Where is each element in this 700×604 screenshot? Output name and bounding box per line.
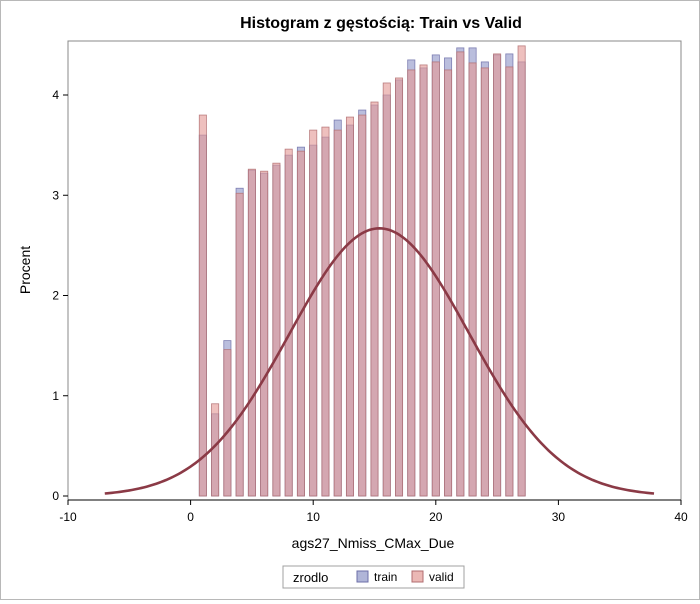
x-tick-label: 30 xyxy=(552,510,566,524)
density-curve xyxy=(104,227,655,495)
legend-label-train: train xyxy=(374,570,397,584)
bar-valid-18 xyxy=(407,69,416,497)
bar-valid-20 xyxy=(431,61,440,497)
y-tick-label: 2 xyxy=(52,289,59,303)
bar-valid-7 xyxy=(272,162,281,497)
x-tick-label: 20 xyxy=(429,510,443,524)
bar-valid-1 xyxy=(198,114,207,497)
bar-valid-11 xyxy=(321,126,330,497)
bar-valid-5 xyxy=(247,168,256,497)
legend-swatch-train xyxy=(356,570,369,583)
x-tick-label: 10 xyxy=(307,510,321,524)
bar-valid-8 xyxy=(284,148,293,497)
legend-label-valid: valid xyxy=(429,570,454,584)
y-tick-label: 3 xyxy=(52,188,59,202)
legend-swatch-valid xyxy=(411,570,424,583)
y-tick-label: 0 xyxy=(52,489,59,503)
x-axis-label: ags27_Nmiss_CMax_Due xyxy=(292,535,455,551)
bar-valid-25 xyxy=(493,53,502,497)
bar-valid-19 xyxy=(419,64,428,497)
bar-valid-14 xyxy=(358,114,367,497)
x-tick-label: -10 xyxy=(59,510,77,524)
y-tick-label: 1 xyxy=(52,389,59,403)
bar-valid-27 xyxy=(517,45,526,497)
y-axis-label: Procent xyxy=(17,246,33,294)
legend-title: zrodlo xyxy=(293,570,328,585)
chart-title: Histogram z gęstością: Train vs Valid xyxy=(240,15,522,32)
bar-valid-24 xyxy=(480,67,489,497)
bar-valid-22 xyxy=(456,51,465,497)
bar-valid-4 xyxy=(235,192,244,497)
y-tick-label: 4 xyxy=(52,88,59,102)
bar-valid-13 xyxy=(345,116,354,497)
bar-valid-12 xyxy=(333,129,342,497)
bar-valid-10 xyxy=(309,129,318,497)
bar-valid-17 xyxy=(395,77,404,497)
bar-valid-21 xyxy=(444,69,453,497)
bar-valid-6 xyxy=(260,170,269,497)
bar-valid-26 xyxy=(505,66,514,497)
legend: zrodlo train valid xyxy=(282,565,465,589)
bar-valid-15 xyxy=(370,101,379,497)
bar-valid-9 xyxy=(296,150,305,497)
bar-valid-23 xyxy=(468,62,477,497)
x-tick-label: 0 xyxy=(187,510,194,524)
bar-valid-3 xyxy=(223,349,232,497)
bar-valid-16 xyxy=(382,82,391,497)
x-tick-label: 40 xyxy=(674,510,688,524)
